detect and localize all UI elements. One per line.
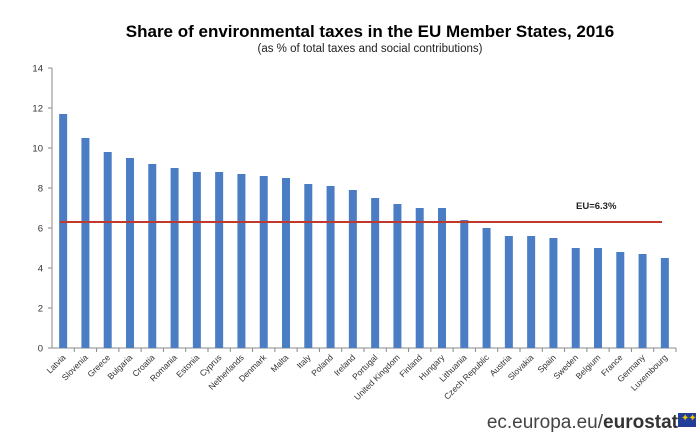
x-tick-label: Belgium	[574, 352, 603, 381]
bar	[527, 236, 536, 348]
bar	[371, 198, 380, 348]
y-tick-label: 4	[38, 264, 43, 275]
bar	[103, 152, 112, 348]
bar	[259, 176, 268, 348]
footer-site: ec.europa.eu/	[486, 412, 604, 433]
bar	[192, 172, 201, 348]
eu-flag-icon: ✦✦	[678, 413, 697, 427]
y-tick-label: 10	[32, 144, 43, 155]
y-tick-label: 8	[38, 184, 43, 195]
bar	[638, 254, 647, 348]
x-axis-labels: LatviaSloveniaGreeceBulgariaCroatiaRoman…	[44, 348, 677, 402]
bar	[571, 248, 580, 348]
y-tick-label: 2	[38, 304, 43, 315]
bar	[215, 172, 224, 348]
bar	[438, 208, 446, 348]
y-tick-label: 0	[38, 344, 43, 355]
bar	[81, 138, 90, 348]
y-tick-label: 14	[32, 64, 43, 75]
eurostat-footer: ec.europa.eu/eurostat	[487, 412, 678, 434]
bar	[460, 220, 469, 348]
bar	[393, 204, 402, 348]
footer-brand: eurostat	[603, 412, 678, 433]
bar	[348, 190, 357, 348]
eu-average-label: EU=6.3%	[576, 201, 617, 212]
y-tick-label: 12	[32, 104, 43, 115]
bar-chart: 0 2 4 6 8 10 12 14 LatviaSloveniaGreeceBulgaria…	[32, 64, 677, 402]
x-tick-label: Estonia	[174, 352, 201, 379]
bar	[660, 258, 669, 348]
bars	[59, 114, 669, 348]
bar	[616, 252, 625, 348]
bar	[304, 184, 313, 348]
x-tick-label: Italy	[295, 352, 314, 371]
bar	[504, 236, 513, 348]
bar	[415, 208, 424, 348]
eu-average-line-group: EU=6.3%	[60, 201, 662, 223]
y-tick-label: 6	[38, 224, 43, 235]
bar	[59, 114, 68, 348]
bar	[126, 158, 134, 348]
bar	[170, 168, 179, 348]
x-tick-label: Malta	[269, 352, 291, 374]
bar	[326, 186, 335, 348]
bar	[482, 228, 491, 348]
bar	[549, 238, 558, 348]
x-tick-label: Poland	[309, 352, 335, 378]
bar	[148, 164, 157, 348]
chart-subtitle: (as % of total taxes and social contribu…	[257, 43, 483, 55]
bar	[282, 178, 290, 348]
x-tick-label: Bulgaria	[105, 352, 134, 381]
bar	[237, 174, 246, 348]
bar	[594, 248, 602, 348]
chart-title: Share of environmental taxes in the EU M…	[125, 22, 615, 41]
